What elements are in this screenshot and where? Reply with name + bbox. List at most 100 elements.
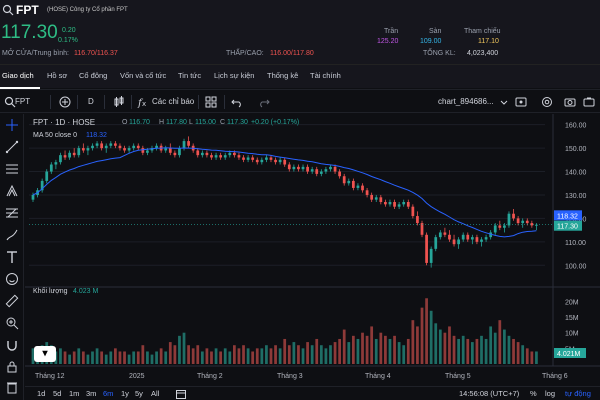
open-avg-value: 116.70/116.37: [74, 50, 118, 57]
tab-financials[interactable]: Tài chính: [310, 71, 341, 80]
legend-close-value: 117.30: [227, 119, 248, 126]
tab-capital-dividend[interactable]: Vốn và cổ tức: [120, 71, 167, 80]
chart-layout-name[interactable]: chart_894686...: [438, 97, 494, 106]
volume-bar: [210, 351, 213, 364]
candles-style-icon[interactable]: [112, 95, 126, 109]
candle-body: [397, 204, 401, 207]
range-5y[interactable]: 5y: [135, 389, 143, 398]
magnet-icon[interactable]: [5, 338, 19, 352]
range-1y[interactable]: 1y: [121, 389, 129, 398]
toolbar-divider: [77, 95, 78, 109]
legend-open-label: O: [122, 119, 128, 126]
volume-bar: [260, 348, 264, 364]
tab-trading[interactable]: Giao dịch: [2, 71, 34, 80]
volume-bar: [503, 329, 506, 364]
ruler-icon[interactable]: [5, 294, 19, 308]
tab-news[interactable]: Tin tức: [178, 71, 202, 80]
candle-body: [365, 190, 369, 195]
interval-selector[interactable]: D: [88, 97, 94, 106]
candle-body: [210, 155, 213, 158]
settings-icon[interactable]: [540, 95, 554, 109]
range-5d[interactable]: 5d: [53, 389, 62, 398]
x-axis-tick-label: Tháng 5: [445, 373, 471, 380]
calendar-icon[interactable]: [175, 388, 187, 400]
price-chart[interactable]: 160.00150.00140.00130.00120.00110.00100.…: [25, 114, 600, 386]
candle-body: [329, 166, 332, 170]
chart-canvas[interactable]: 160.00150.00140.00130.00120.00110.00100.…: [25, 114, 600, 386]
x-axis-tick-label: 2025: [129, 373, 145, 380]
screenshot-icon[interactable]: [563, 95, 577, 109]
range-1m[interactable]: 1m: [69, 389, 80, 398]
volume-bar: [178, 335, 181, 364]
section-tabs: Giao dịch Hồ sơ Cổ đông Vốn và cổ tức Ti…: [0, 64, 600, 89]
volume-bar: [333, 342, 337, 364]
search-icon[interactable]: [2, 4, 14, 16]
volume-bar: [150, 354, 154, 364]
volume-bar: [91, 351, 94, 364]
last-volume-tag: [554, 348, 586, 358]
candle-body: [104, 145, 108, 149]
tab-profile[interactable]: Hồ sơ: [47, 71, 68, 80]
trash-icon[interactable]: [5, 380, 19, 394]
volume-bar: [301, 348, 305, 364]
volume-bar: [278, 348, 282, 364]
candle-body: [237, 155, 241, 158]
tab-statistics[interactable]: Thống kê: [267, 71, 299, 80]
crosshair-icon[interactable]: [5, 118, 19, 132]
camera-icon[interactable]: [582, 95, 596, 109]
emoji-icon[interactable]: [5, 272, 19, 286]
templates-icon[interactable]: [514, 95, 528, 109]
volume-bar: [480, 335, 483, 364]
horizontal-lines-icon[interactable]: [5, 162, 19, 176]
volume-bar: [466, 338, 470, 364]
auto-toggle[interactable]: tự động: [565, 389, 591, 398]
volume-bar: [187, 345, 190, 364]
volume-bar: [237, 348, 241, 364]
add-compare-icon[interactable]: [58, 95, 72, 109]
text-tool-icon[interactable]: [5, 250, 19, 264]
volume-bar: [283, 338, 287, 364]
candle-body: [132, 145, 136, 149]
price-change-pct: 0.17%: [58, 37, 78, 44]
volume-bar: [525, 348, 529, 364]
candle-body: [489, 232, 493, 238]
redo-icon[interactable]: [257, 95, 271, 109]
volume-bar: [393, 335, 396, 364]
chart-symbol[interactable]: FPT: [15, 97, 31, 106]
tab-shareholders[interactable]: Cổ đông: [79, 71, 108, 80]
open-avg-label: MỞ CỬA/Trung bình:: [2, 50, 69, 57]
low-high-label: THẤP/CAO:: [226, 50, 264, 57]
range-all[interactable]: All: [151, 389, 160, 398]
range-1d[interactable]: 1d: [37, 389, 46, 398]
chevron-down-icon[interactable]: [497, 95, 511, 109]
clock-time[interactable]: 14:56:08 (UTC+7): [459, 389, 520, 398]
candle-body: [338, 171, 342, 177]
candle-body: [95, 143, 99, 146]
candle-body: [438, 232, 442, 238]
lock-icon[interactable]: [5, 360, 19, 374]
percent-toggle[interactable]: %: [530, 389, 537, 398]
fib-retracement-icon[interactable]: [5, 206, 19, 220]
range-6m[interactable]: 6m: [103, 389, 114, 398]
range-3m[interactable]: 3m: [86, 389, 97, 398]
legend-change: +0.20 (+0.17%): [251, 119, 300, 126]
indicators-button[interactable]: Các chỉ báo: [152, 97, 195, 106]
x-axis-tick-label: Tháng 6: [542, 373, 568, 380]
undo-icon[interactable]: [230, 95, 244, 109]
brush-icon[interactable]: [5, 228, 19, 242]
candle-body: [136, 145, 140, 149]
pitchfork-icon[interactable]: [5, 184, 19, 198]
zoom-in-icon[interactable]: [5, 316, 19, 330]
candle-body: [315, 169, 319, 174]
tab-events[interactable]: Lịch sự kiện: [214, 71, 255, 80]
volume-bar: [287, 345, 291, 364]
candle-body: [214, 155, 218, 158]
legend-open-value: 116.70: [129, 119, 150, 126]
layout-icon[interactable]: [204, 95, 218, 109]
search-icon[interactable]: [3, 95, 17, 109]
trend-line-icon[interactable]: [5, 140, 19, 154]
log-toggle[interactable]: log: [545, 389, 556, 398]
floor-value: 109.00: [420, 38, 442, 45]
ceiling-label: Trần: [384, 28, 399, 35]
indicators-icon[interactable]: f x: [137, 95, 151, 109]
